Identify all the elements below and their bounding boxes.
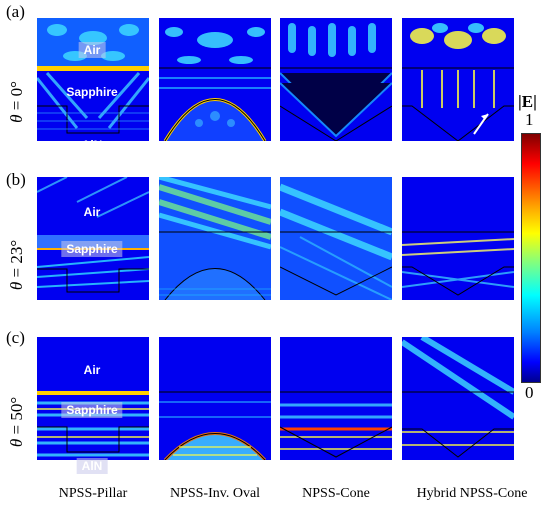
layer-label-air-b: Air <box>83 205 101 219</box>
field-map-a-cone <box>280 18 392 141</box>
theta-symbol: θ <box>7 438 26 448</box>
theta-label-23: θ = 23° <box>7 210 27 320</box>
field-map-b-hybrid <box>402 177 514 300</box>
field-map-c-cone <box>280 337 392 460</box>
colorbar-max: 1 <box>525 110 534 129</box>
theta-value: = 0° <box>7 81 26 115</box>
colorbar-title: |E| <box>518 92 537 111</box>
layer-label-sapphire-b: Sapphire <box>61 241 123 257</box>
field-map-a-pillar <box>37 18 149 141</box>
column-label-pillar: NPSS-Pillar <box>58 486 128 501</box>
field-map-b-cone <box>280 177 392 300</box>
hybrid-annotation: Hybrid <box>453 139 493 153</box>
theta-symbol: θ <box>7 281 26 291</box>
field-map-b-inv-oval <box>159 177 271 300</box>
field-map-a-inv-oval <box>159 18 271 141</box>
column-label-hybrid-cone: Hybrid NPSS-Cone <box>416 486 528 501</box>
colorbar-min: 0 <box>525 383 534 402</box>
theta-label-0: θ = 0° <box>7 47 27 157</box>
field-map-c-inv-oval <box>159 337 271 460</box>
theta-symbol: θ <box>7 114 26 123</box>
field-map-a-hybrid <box>402 18 514 141</box>
layer-label-aln-c: AlN <box>76 458 108 474</box>
colorbar <box>521 133 541 383</box>
field-map-c-hybrid <box>402 337 514 460</box>
layer-label-sapphire-a: Sapphire <box>66 85 118 99</box>
panel-letter-c: (c) <box>6 328 25 347</box>
theta-value: = 50° <box>7 396 26 439</box>
theta-label-50: θ = 50° <box>7 367 27 477</box>
field-map-b-pillar <box>37 177 149 300</box>
panel-letter-a: (a) <box>6 2 25 21</box>
layer-label-aln-b: AlN <box>81 302 103 316</box>
panel-letter-b: (b) <box>6 170 26 189</box>
field-map-c-pillar <box>37 337 149 460</box>
layer-label-air-a: Air <box>78 42 106 58</box>
column-label-inv-oval: NPSS-Inv. Oval <box>169 486 261 501</box>
layer-label-sapphire-c: Sapphire <box>61 402 123 418</box>
layer-label-air-c: Air <box>83 363 101 377</box>
theta-value: = 23° <box>7 239 26 282</box>
layer-label-aln-a: AlN <box>81 138 103 152</box>
column-label-cone: NPSS-Cone <box>302 486 370 501</box>
